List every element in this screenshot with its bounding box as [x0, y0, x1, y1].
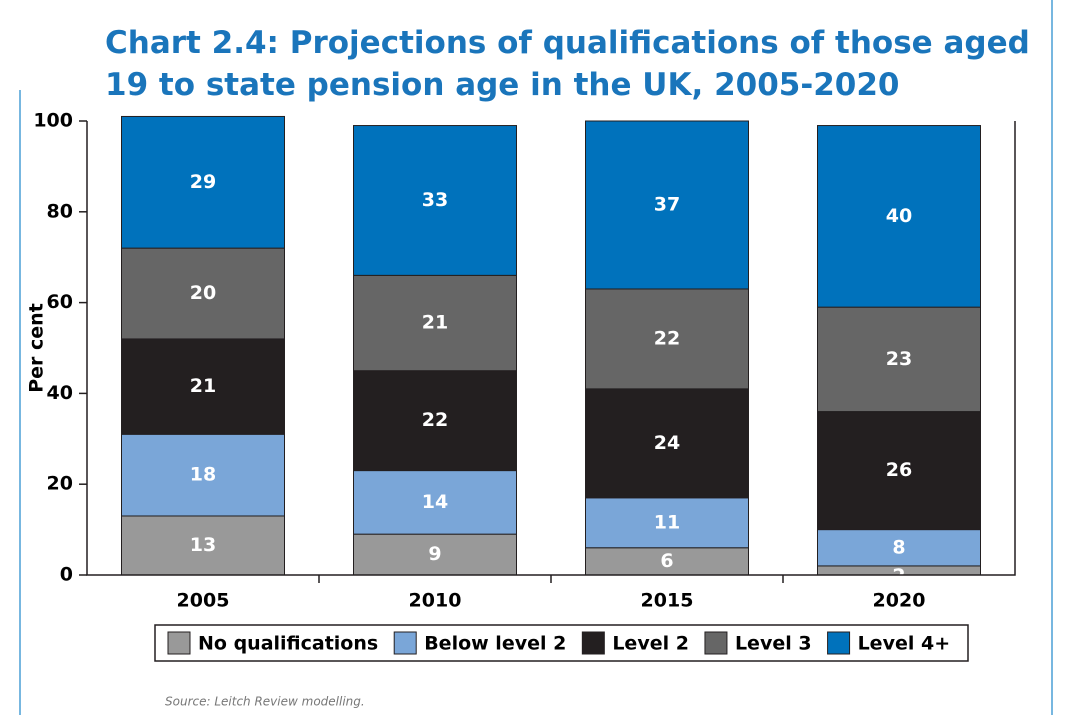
data-label: 26 [886, 459, 912, 481]
data-label: 8 [892, 536, 905, 558]
legend-label: Level 2 [612, 633, 689, 655]
data-label: 24 [654, 432, 680, 454]
bar-segment [353, 370, 517, 472]
data-label: 23 [886, 348, 912, 370]
data-label: 6 [660, 550, 673, 572]
data-label: 20 [190, 282, 216, 304]
legend-label: Below level 2 [424, 633, 566, 655]
bar-segment [353, 533, 517, 576]
data-label: 13 [190, 534, 216, 556]
data-label: 22 [422, 409, 448, 431]
legend-swatch [393, 631, 417, 655]
data-label: 9 [428, 543, 441, 565]
bar-segment [585, 288, 749, 390]
y-tick-label: 0 [60, 564, 73, 586]
source: Source: Leitch Review modelling. [165, 695, 365, 709]
data-label: 33 [422, 189, 448, 211]
legend-box [154, 624, 969, 662]
data-label: 14 [422, 491, 448, 513]
legend-label: Level 4+ [858, 633, 951, 655]
legend-swatch [827, 631, 851, 655]
data-label: 21 [422, 312, 448, 334]
legend-label: Level 3 [735, 633, 812, 655]
data-label: 2 [892, 565, 905, 587]
x-tick-label: 2010 [409, 590, 462, 612]
bar-segment [353, 125, 517, 276]
legend-label: No qualifications [198, 633, 378, 655]
data-label: 18 [190, 464, 216, 486]
bar-segment [817, 529, 981, 567]
data-label: 40 [886, 205, 912, 227]
data-label: 29 [190, 171, 216, 193]
legend-swatch [581, 631, 605, 655]
bar-segment [121, 115, 285, 249]
y-tick-label: 100 [33, 110, 73, 132]
axes [86, 121, 1016, 576]
x-tick-label: 2015 [641, 590, 694, 612]
x-tick-label: 2005 [177, 590, 230, 612]
y-tick-label: 40 [47, 382, 73, 404]
data-label: 22 [654, 327, 680, 349]
bar-segment [817, 125, 981, 308]
bar-segment [585, 388, 749, 499]
y-tick-label: 20 [47, 473, 73, 495]
y-tick-label: 80 [47, 200, 73, 222]
data-label: 37 [654, 193, 680, 215]
x-tick-label: 2020 [873, 590, 926, 612]
bar-segment [353, 470, 517, 535]
bar-segment [353, 274, 517, 372]
y-axis-label: Per cent [26, 303, 48, 393]
chart-title: Chart 2.4: Projections of qualifications… [105, 25, 1030, 103]
data-label: 11 [654, 511, 680, 533]
frame [19, 0, 1053, 715]
legend-swatch [167, 631, 191, 655]
data-label: 21 [190, 375, 216, 397]
bar-segment [585, 120, 749, 290]
bar-segment [585, 497, 749, 549]
bar-segment [817, 411, 981, 531]
y-tick-label: 60 [47, 291, 73, 313]
legend-swatch [704, 631, 728, 655]
bar-segment [817, 306, 981, 413]
